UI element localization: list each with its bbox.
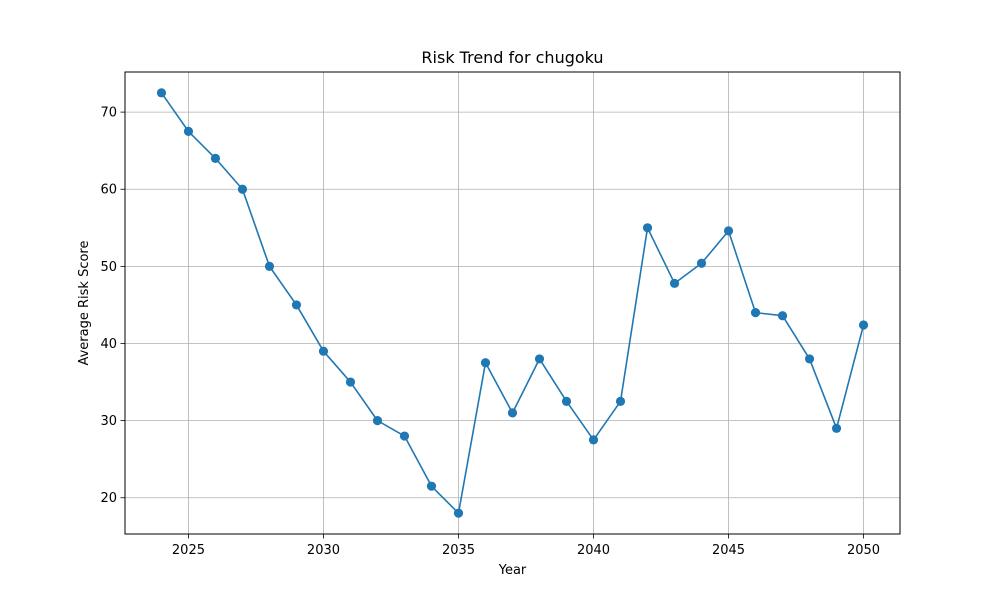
x-tick-label: 2030 [307,543,340,558]
grid [125,72,900,534]
y-tick-label: 20 [100,491,117,506]
data-point [534,354,545,364]
data-point [480,358,491,368]
y-tick-label: 50 [100,260,117,275]
x-tick-label: 2040 [577,543,610,558]
data-point [156,88,167,98]
data-point [804,354,815,364]
data-point [669,278,680,288]
y-axis-label: Average Risk Score [77,240,92,365]
data-point [696,258,707,268]
data-point [372,416,383,426]
x-tick-label: 2050 [847,543,880,558]
data-point [642,223,653,233]
data-point [345,377,356,387]
y-tick-label: 60 [100,183,117,198]
chart-title: Risk Trend for chugoku [421,48,603,67]
data-point [399,431,410,441]
y-tick-label: 40 [100,337,117,352]
data-point [777,311,788,321]
data-point [183,126,194,136]
series-layer [156,88,869,518]
data-point [858,320,869,330]
data-point [750,308,761,318]
data-point [453,508,464,518]
data-point [561,396,572,406]
data-point [588,435,599,445]
data-point [615,396,626,406]
x-tick-label: 2035 [442,543,475,558]
x-tick-label: 2025 [172,543,205,558]
x-tick-label: 2045 [712,543,745,558]
data-point [426,481,437,491]
data-point [507,408,518,418]
data-point [831,423,842,433]
data-point [723,226,734,236]
data-point [291,300,302,310]
data-point [210,153,221,163]
plot-frame [124,71,901,535]
data-point [237,184,248,194]
data-point [264,261,275,271]
y-tick-label: 30 [100,414,117,429]
y-tick-label: 70 [100,106,117,121]
data-point [318,346,329,356]
x-axis-label: Year [498,563,527,578]
